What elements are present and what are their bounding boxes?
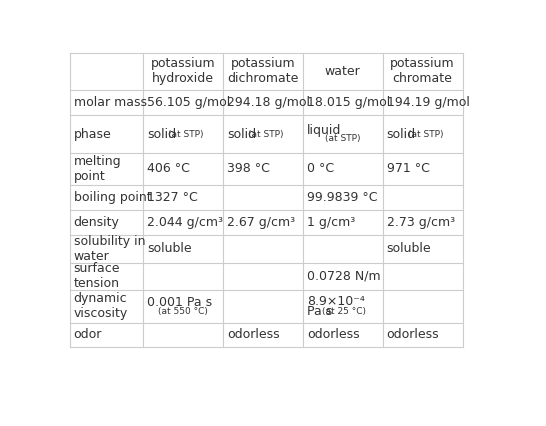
Text: Pa s: Pa s [307, 305, 332, 317]
Text: odor: odor [74, 328, 102, 341]
Text: 398 °C: 398 °C [227, 162, 270, 176]
Text: 971 °C: 971 °C [387, 162, 430, 176]
Text: potassium
dichromate: potassium dichromate [227, 58, 299, 85]
Text: odorless: odorless [387, 328, 439, 341]
Text: (at STP): (at STP) [248, 130, 283, 139]
Text: soluble: soluble [387, 242, 431, 255]
Text: 99.9839 °C: 99.9839 °C [307, 191, 377, 204]
Text: 2.67 g/cm³: 2.67 g/cm³ [227, 216, 295, 229]
Text: odorless: odorless [227, 328, 280, 341]
Text: 8.9×10⁻⁴: 8.9×10⁻⁴ [307, 295, 365, 308]
Text: 294.18 g/mol: 294.18 g/mol [227, 96, 310, 109]
Text: 2.73 g/cm³: 2.73 g/cm³ [387, 216, 455, 229]
Text: solid: solid [147, 127, 176, 141]
Text: (at STP): (at STP) [325, 134, 360, 143]
Text: dynamic
viscosity: dynamic viscosity [74, 292, 128, 320]
Text: (at 25 °C): (at 25 °C) [322, 307, 366, 317]
Text: 0.0728 N/m: 0.0728 N/m [307, 270, 381, 283]
Text: (at STP): (at STP) [168, 130, 204, 139]
Text: 2.044 g/cm³: 2.044 g/cm³ [147, 216, 223, 229]
Text: solid: solid [227, 127, 256, 141]
Text: 0 °C: 0 °C [307, 162, 334, 176]
Text: boiling point: boiling point [74, 191, 151, 204]
Text: 0.001 Pa s: 0.001 Pa s [147, 296, 212, 309]
Text: melting
point: melting point [74, 155, 121, 183]
Text: 1 g/cm³: 1 g/cm³ [307, 216, 355, 229]
Text: solubility in
water: solubility in water [74, 235, 145, 263]
Text: (at 550 °C): (at 550 °C) [158, 307, 208, 317]
Text: 18.015 g/mol: 18.015 g/mol [307, 96, 390, 109]
Text: molar mass: molar mass [74, 96, 147, 109]
Text: potassium
chromate: potassium chromate [390, 58, 455, 85]
Text: liquid: liquid [307, 124, 341, 137]
Text: odorless: odorless [307, 328, 359, 341]
Text: surface
tension: surface tension [74, 262, 120, 291]
Text: solid: solid [387, 127, 416, 141]
Text: 1327 °C: 1327 °C [147, 191, 198, 204]
Text: density: density [74, 216, 120, 229]
Text: water: water [325, 65, 361, 78]
Text: potassium
hydroxide: potassium hydroxide [151, 58, 216, 85]
Text: 406 °C: 406 °C [147, 162, 190, 176]
Text: (at STP): (at STP) [407, 130, 443, 139]
Text: soluble: soluble [147, 242, 192, 255]
Text: 194.19 g/mol: 194.19 g/mol [387, 96, 470, 109]
Text: 56.105 g/mol: 56.105 g/mol [147, 96, 230, 109]
Text: phase: phase [74, 127, 111, 141]
